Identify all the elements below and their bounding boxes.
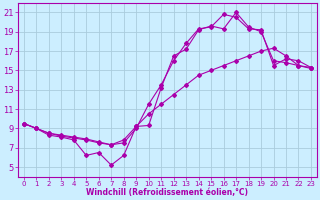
- X-axis label: Windchill (Refroidissement éolien,°C): Windchill (Refroidissement éolien,°C): [86, 188, 248, 197]
